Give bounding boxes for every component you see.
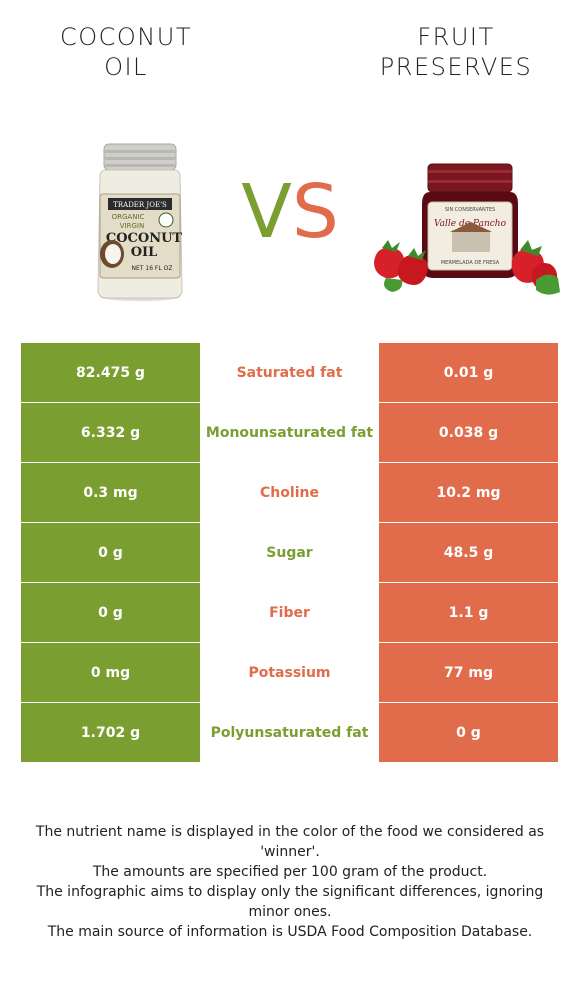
jar-name-line1: COCONUT [106, 231, 183, 246]
jar-organic-text: ORGANIC [112, 213, 145, 221]
right-food-title-line1: FRUIT [417, 23, 495, 51]
footnote: The nutrient name is displayed in the co… [35, 824, 545, 860]
table-row: 6.332 g Monounsaturated fat 0.038 g [21, 402, 558, 463]
versus-v: V [241, 169, 292, 255]
nutrient-name: Sugar [200, 522, 379, 583]
left-value: 0.3 mg [21, 462, 200, 523]
nutrient-name: Polyunsaturated fat [200, 702, 379, 763]
left-food-title-line1: COCONUT [60, 23, 192, 51]
left-value: 0 mg [21, 642, 200, 703]
coconut-oil-jar-image: TRADER JOE'S ORGANIC VIRGIN COCONUT OIL … [97, 143, 183, 301]
table-row: 0.3 mg Choline 10.2 mg [21, 462, 558, 523]
jar-brand-text: TRADER JOE'S [113, 201, 167, 209]
right-value: 48.5 g [379, 522, 558, 583]
table-row: 0 g Fiber 1.1 g [21, 582, 558, 643]
nutrient-name: Monounsaturated fat [200, 402, 379, 463]
right-value: 1.1 g [379, 582, 558, 643]
nutrient-name: Fiber [200, 582, 379, 643]
nutrient-name: Choline [200, 462, 379, 523]
jar-virgin-text: VIRGIN [120, 222, 144, 230]
left-value: 6.332 g [21, 402, 200, 463]
left-value: 1.702 g [21, 702, 200, 763]
footnote: The amounts are specified per 100 gram o… [92, 864, 488, 880]
left-value: 0 g [21, 522, 200, 583]
jar-net-text: NET 16 FL OZ [132, 265, 173, 272]
right-value: 0 g [379, 702, 558, 763]
right-value: 77 mg [379, 642, 558, 703]
left-food-title-line2: OIL [104, 53, 148, 81]
right-food-title-line2: PRESERVES [379, 53, 533, 81]
left-value: 82.475 g [21, 343, 200, 403]
versus-s: S [291, 169, 339, 255]
right-food-title: FRUIT PRESERVES [346, 22, 566, 82]
fruit-preserves-jar-image: SIN CONSERVANTES Valle de Pancho MERMELA… [374, 163, 560, 295]
table-row: 0 g Sugar 48.5 g [21, 522, 558, 583]
table-row: 1.702 g Polyunsaturated fat 0 g [21, 702, 558, 763]
left-food-title: COCONUT OIL [16, 22, 236, 82]
preserves-bottom-text: MERMELADA DE FRESA [441, 260, 500, 266]
right-value: 0.01 g [379, 343, 558, 403]
right-value: 10.2 mg [379, 462, 558, 523]
footnote: The infographic aims to display only the… [36, 884, 544, 920]
versus-label: VS [222, 162, 358, 262]
footnotes: The nutrient name is displayed in the co… [20, 822, 560, 942]
table-row: 82.475 g Saturated fat 0.01 g [21, 343, 558, 403]
nutrient-comparison-table: 82.475 g Saturated fat 0.01 g 6.332 g Mo… [21, 343, 558, 763]
nutrient-name: Potassium [200, 642, 379, 703]
preserves-top-text: SIN CONSERVANTES [445, 207, 495, 213]
table-row: 0 mg Potassium 77 mg [21, 642, 558, 703]
right-value: 0.038 g [379, 402, 558, 463]
left-value: 0 g [21, 582, 200, 643]
nutrient-name: Saturated fat [200, 343, 379, 403]
footnote: The main source of information is USDA F… [47, 924, 533, 940]
jar-name-line2: OIL [131, 245, 158, 260]
